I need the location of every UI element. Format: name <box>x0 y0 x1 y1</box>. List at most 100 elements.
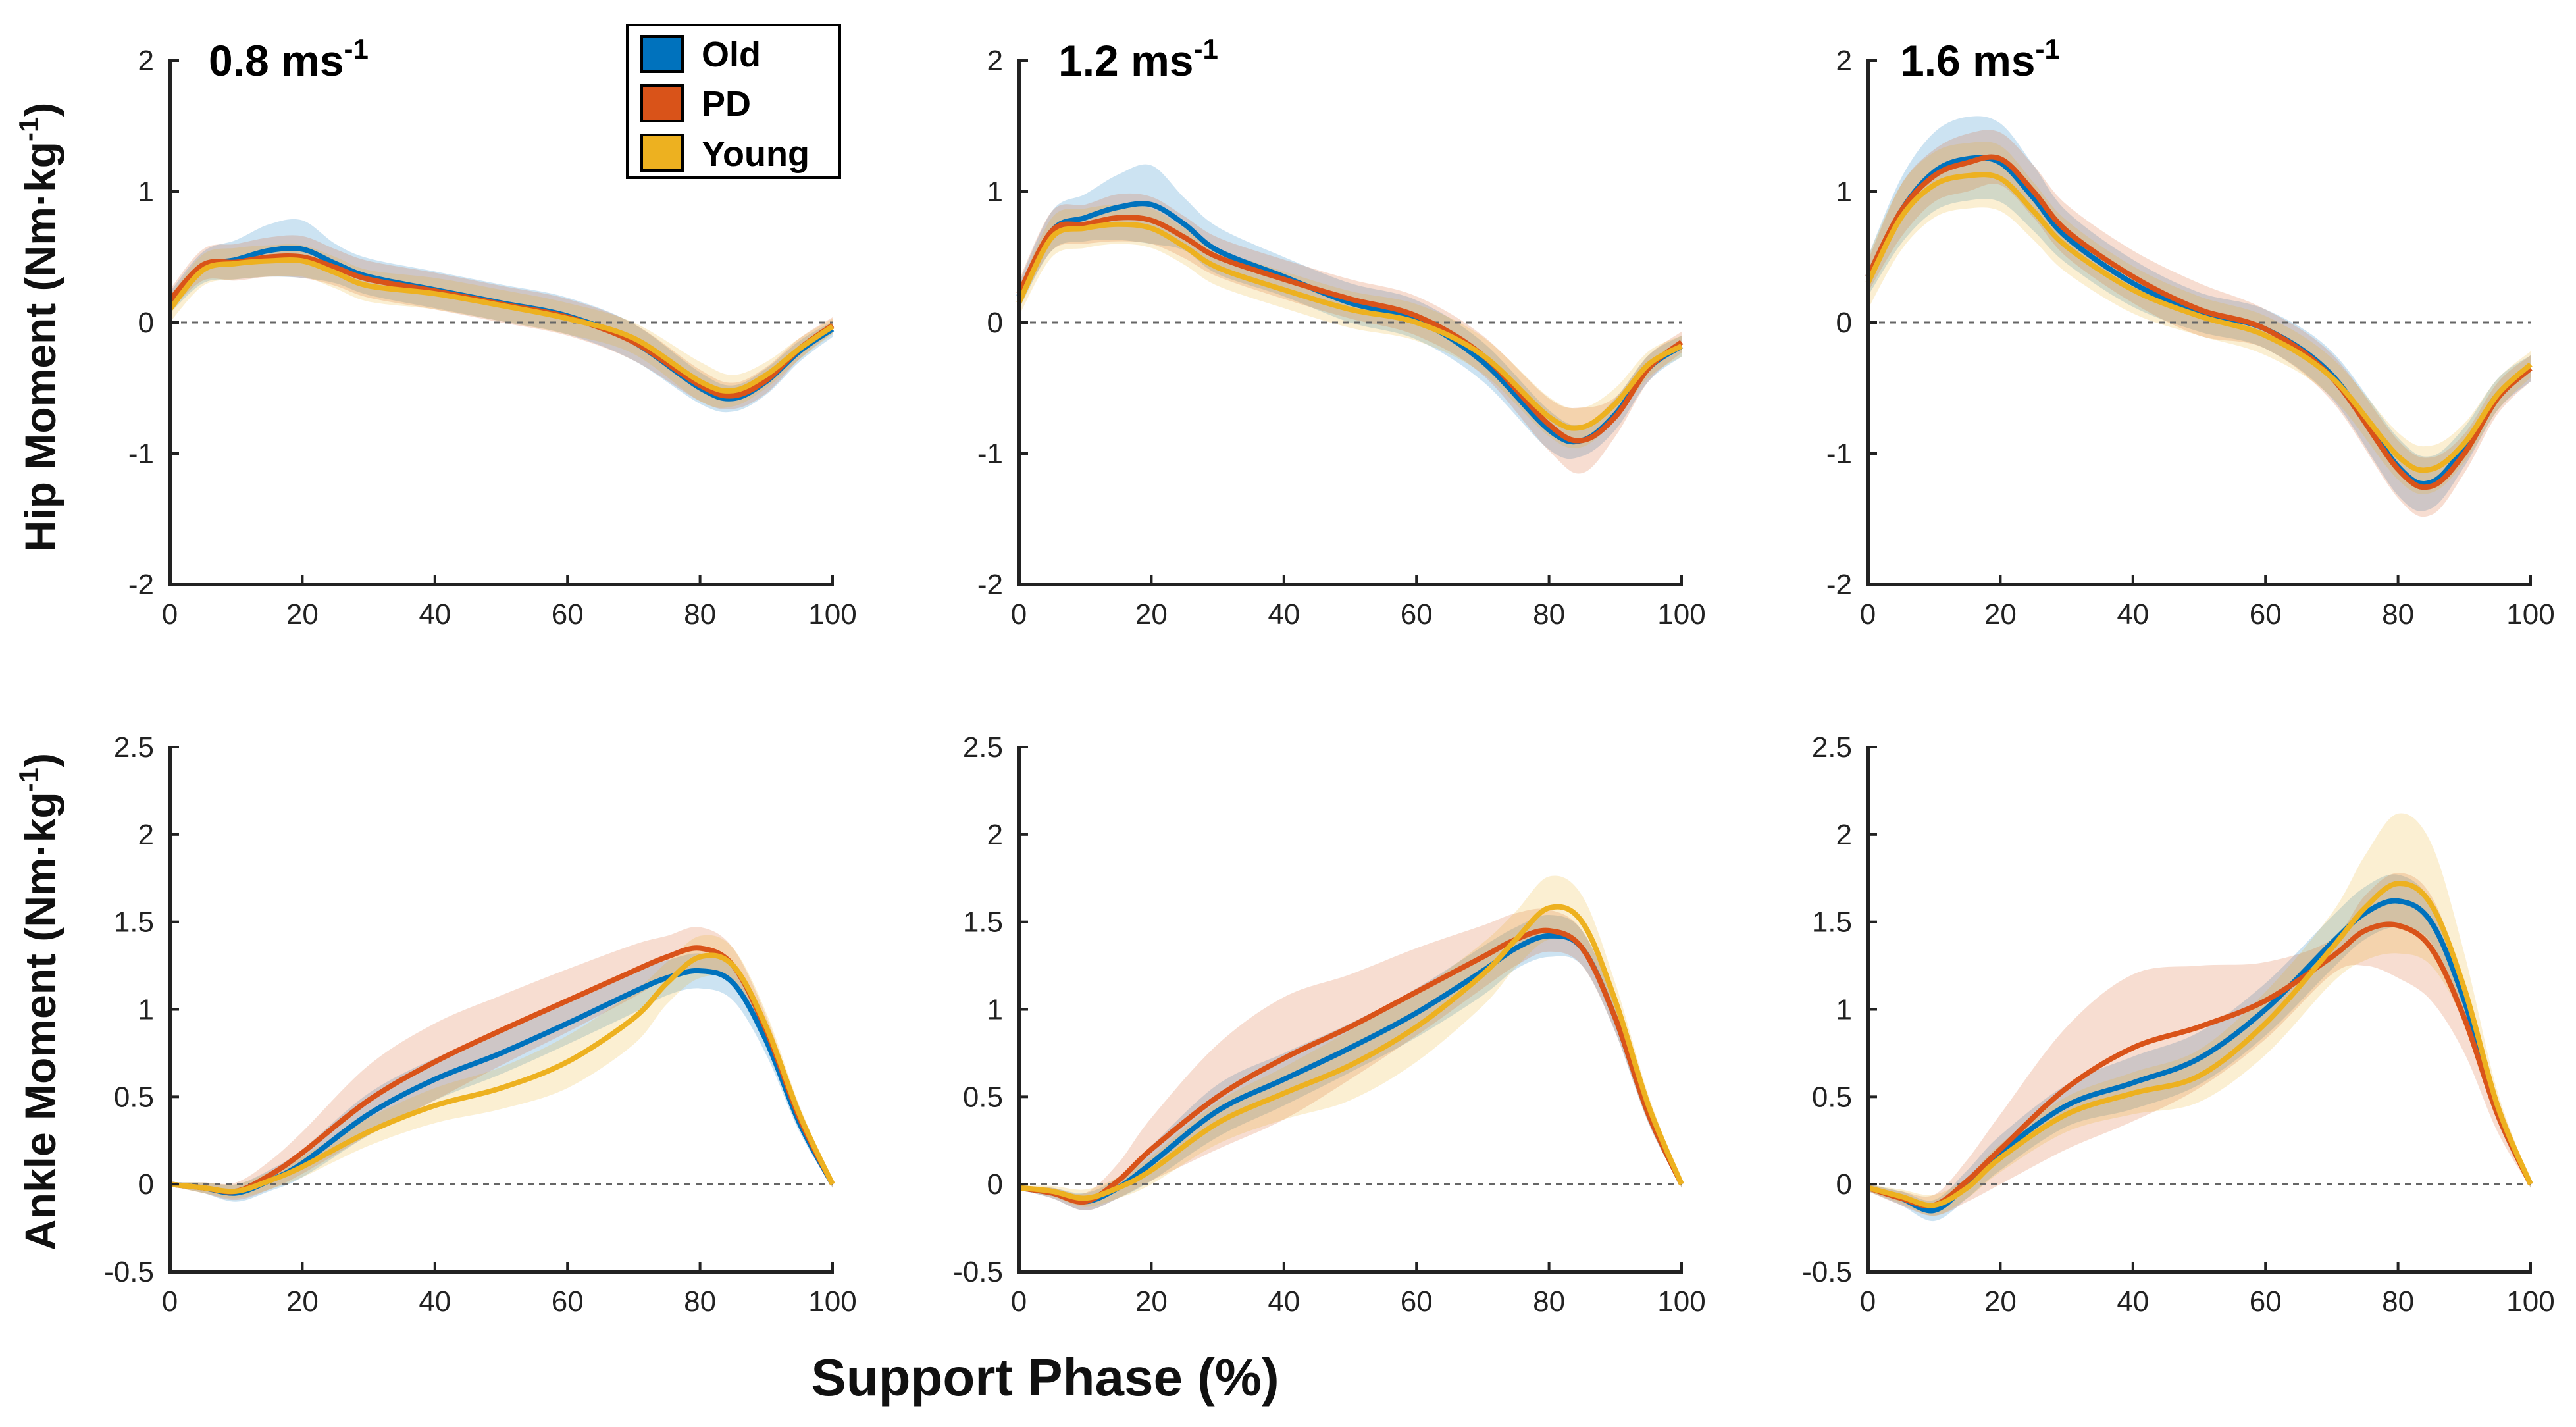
x-tick-label: 40 <box>419 598 451 631</box>
x-tick-label: 40 <box>2117 598 2149 631</box>
x-tick-label: 20 <box>1135 598 1168 631</box>
y-tick-label: 2 <box>1836 819 1852 851</box>
y-tick-label: 0.5 <box>963 1081 1003 1113</box>
x-tick-label: 20 <box>1984 598 2017 631</box>
y-tick-label: 0 <box>138 307 154 339</box>
x-tick-label: 80 <box>1533 598 1565 631</box>
y-tick-label: 2.5 <box>963 731 1003 764</box>
x-tick-label: 20 <box>1984 1285 2017 1318</box>
series-line-young <box>1018 904 1684 1201</box>
y-tick-label: 0.5 <box>1812 1081 1852 1113</box>
y-tick-label: 1 <box>1836 176 1852 208</box>
y-tick-label: -0.5 <box>1802 1256 1852 1288</box>
series-line-old <box>1865 155 2533 486</box>
x-tick-label: 40 <box>1268 1285 1300 1318</box>
speed-label-2: 1.2 ms-1 <box>1058 34 1218 85</box>
x-tick-label: 0 <box>1860 1285 1876 1318</box>
x-tick-label: 100 <box>1657 1285 1705 1318</box>
sd-band-young <box>1019 875 1682 1207</box>
panel-ankle-2: 0 20 40 60 80 100-0.500.511.522.5 <box>953 731 1706 1318</box>
y-tick-label: 0 <box>1836 307 1852 339</box>
y-tick-label: -2 <box>977 569 1003 601</box>
x-tick-label: 60 <box>1401 598 1433 631</box>
x-tick-label: 80 <box>1533 1285 1565 1318</box>
x-tick-label: 80 <box>684 598 716 631</box>
x-tick-label: 0 <box>1860 598 1876 631</box>
y-tick-label: 0.5 <box>114 1081 154 1113</box>
x-tick-label: 100 <box>808 1285 856 1318</box>
panel-ankle-1: 0 20 40 60 80 100-0.500.511.522.5 <box>104 731 857 1318</box>
legend: Old PD Young <box>626 24 841 179</box>
y-tick-label: 1 <box>138 176 154 208</box>
y-tick-label: 1.5 <box>963 906 1003 939</box>
x-tick-label: 60 <box>1401 1285 1433 1318</box>
speed-label-3: 1.6 ms-1 <box>1900 34 2060 85</box>
panel-hip-3: 0 20 40 60 80 100 -2 -1 0 1 2 <box>1826 45 2555 631</box>
x-tick-label: 20 <box>286 1285 319 1318</box>
speed-label-1: 0.8 ms-1 <box>209 34 369 85</box>
series-line-pd <box>1865 154 2533 490</box>
panel-hip-1: 0 20 40 60 80 100 -2 -1 0 1 2 <box>128 45 857 631</box>
series-line-young <box>1865 172 2533 473</box>
x-tick-label: 20 <box>286 598 319 631</box>
x-tick-label: 100 <box>808 598 856 631</box>
series-line-young <box>1016 221 1683 431</box>
x-tick-label: 0 <box>1011 1285 1027 1318</box>
y-tick-label: 1.5 <box>114 906 154 939</box>
y-tick-label: -2 <box>128 569 154 601</box>
y-tick-label: 1.5 <box>1812 906 1852 939</box>
y-tick-label: 2 <box>987 45 1003 77</box>
y-tick-label: 1 <box>138 994 154 1026</box>
sd-band-young <box>170 935 833 1199</box>
y-tick-label: 2.5 <box>114 731 154 764</box>
y-tick-label: 1 <box>987 176 1003 208</box>
x-tick-label: 60 <box>552 598 584 631</box>
legend-label-young: Young <box>702 134 810 174</box>
sd-band-pd <box>170 927 833 1201</box>
hip-y-axis-label: Hip Moment (Nm·kg-1) <box>13 103 64 552</box>
panel-ankle-3: 0 20 40 60 80 100-0.500.511.522.5 <box>1802 731 2555 1318</box>
x-tick-label: 100 <box>2506 1285 2554 1318</box>
series-line-pd <box>1018 927 1684 1205</box>
y-tick-label: 0 <box>987 1168 1003 1201</box>
x-tick-label: 80 <box>684 1285 716 1318</box>
y-tick-label: 0 <box>987 307 1003 339</box>
y-tick-label: 2 <box>1836 45 1852 77</box>
x-tick-label: 80 <box>2382 1285 2414 1318</box>
x-tick-label: 60 <box>552 1285 584 1318</box>
legend-swatch-pd <box>640 84 684 122</box>
x-tick-label: 60 <box>2250 1285 2282 1318</box>
x-tick-label: 80 <box>2382 598 2414 631</box>
series-line-pd <box>1867 921 2533 1209</box>
y-tick-label: 1 <box>1836 994 1852 1026</box>
ankle-y-axis-label: Ankle Moment (Nm·kg-1) <box>13 753 64 1251</box>
x-tick-label: 40 <box>1268 598 1300 631</box>
series-line-young <box>169 952 835 1195</box>
x-tick-label: 0 <box>162 1285 178 1318</box>
y-tick-label: -1 <box>128 438 154 470</box>
sd-band-young <box>170 244 833 408</box>
y-tick-label: 2.5 <box>1812 731 1852 764</box>
x-tick-label: 0 <box>1011 598 1027 631</box>
y-tick-label: -0.5 <box>104 1256 154 1288</box>
y-tick-label: -0.5 <box>953 1256 1003 1288</box>
legend-swatch-young <box>640 134 684 172</box>
x-tick-label: 100 <box>2506 598 2554 631</box>
y-tick-label: 2 <box>138 45 154 77</box>
y-tick-label: 0 <box>138 1168 154 1201</box>
series-line-pd <box>1016 215 1684 444</box>
sd-band-pd <box>1019 193 1682 474</box>
panel-hip-2: 0 20 40 60 80 100 -2 -1 0 1 2 <box>977 45 1706 631</box>
x-tick-label: 60 <box>2250 598 2282 631</box>
x-tick-label: 40 <box>419 1285 451 1318</box>
y-tick-label: 1 <box>987 994 1003 1026</box>
y-tick-label: 2 <box>138 819 154 851</box>
series-line-young <box>1867 881 2533 1208</box>
series-line-young <box>167 257 835 394</box>
y-tick-label: -2 <box>1826 569 1852 601</box>
sd-band-young <box>1019 204 1682 449</box>
x-tick-label: 40 <box>2117 1285 2149 1318</box>
legend-label-old: Old <box>702 35 761 74</box>
